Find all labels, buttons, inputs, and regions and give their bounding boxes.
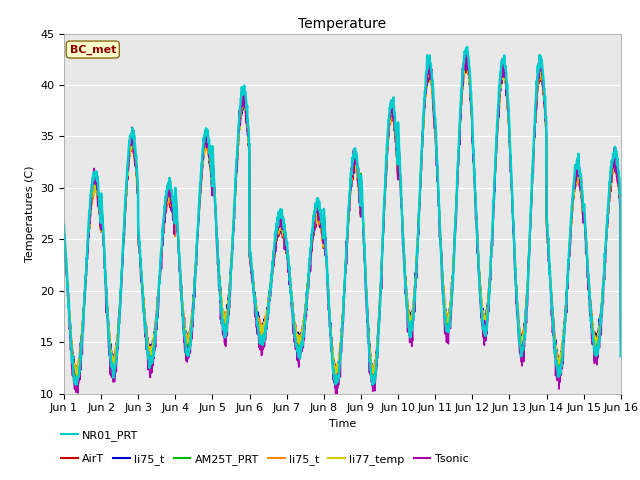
Title: Temperature: Temperature — [298, 17, 387, 31]
X-axis label: Time: Time — [329, 419, 356, 429]
Legend: AirT, li75_t, AM25T_PRT, li75_t, li77_temp, Tsonic: AirT, li75_t, AM25T_PRT, li75_t, li77_te… — [57, 450, 473, 469]
Text: BC_met: BC_met — [70, 45, 116, 55]
Y-axis label: Temperatures (C): Temperatures (C) — [24, 165, 35, 262]
Legend: NR01_PRT: NR01_PRT — [57, 426, 143, 445]
